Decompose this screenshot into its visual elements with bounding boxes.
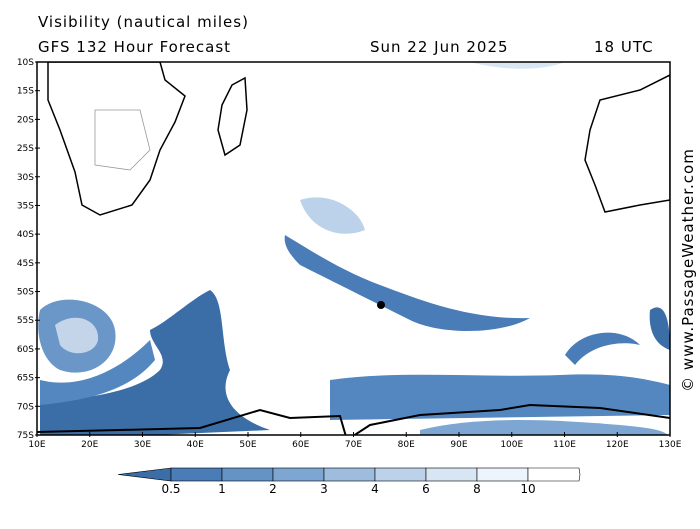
lat-label: 60S bbox=[17, 345, 34, 355]
island bbox=[377, 301, 385, 309]
madagascar bbox=[217, 76, 248, 157]
colorbar-label: 0.5 bbox=[161, 482, 180, 496]
fog-swirl bbox=[565, 332, 640, 365]
africa bbox=[47, 62, 186, 216]
lon-label: 60E bbox=[292, 440, 309, 450]
fog-area bbox=[649, 307, 670, 350]
colorbar-label: 2 bbox=[269, 482, 277, 496]
lat-label: 70S bbox=[17, 402, 34, 412]
colorbar-segment bbox=[221, 467, 274, 482]
colorbar: 0.5 1 2 3 4 6 8 10 bbox=[117, 467, 581, 496]
lat-label: 30S bbox=[17, 173, 34, 183]
borders bbox=[94, 109, 151, 171]
lon-label: 130E bbox=[659, 440, 682, 450]
lon-label: 10E bbox=[28, 440, 45, 450]
lat-label: 25S bbox=[17, 144, 34, 154]
model: GFS 132 Hour Forecast bbox=[38, 38, 231, 56]
lon-label: 20E bbox=[81, 440, 98, 450]
colorbar-label: 3 bbox=[320, 482, 328, 496]
lon-label: 90E bbox=[450, 440, 467, 450]
colorbar-label: 10 bbox=[520, 482, 535, 496]
colorbar-label: 1 bbox=[218, 482, 226, 496]
lon-label: 30E bbox=[134, 440, 151, 450]
fog-area bbox=[470, 62, 565, 69]
colorbar-segment bbox=[476, 467, 529, 482]
lat-label: 15S bbox=[17, 87, 34, 97]
lat-label: 35S bbox=[17, 201, 34, 211]
lat-label: 20S bbox=[17, 115, 34, 125]
colorbar-segment bbox=[272, 467, 325, 482]
watermark: © www.PassageWeather.com bbox=[679, 148, 697, 392]
colorbar-segment bbox=[170, 467, 223, 482]
lon-label: 80E bbox=[398, 440, 415, 450]
lon-label: 40E bbox=[187, 440, 204, 450]
fog-band bbox=[284, 235, 530, 332]
colorbar-label: 4 bbox=[371, 482, 379, 496]
lat-label: 55S bbox=[17, 316, 34, 326]
lon-label: 120E bbox=[606, 440, 629, 450]
lat-label: 45S bbox=[17, 259, 34, 269]
fog-area bbox=[40, 340, 155, 405]
map bbox=[36, 61, 671, 436]
lat-label: 50S bbox=[17, 288, 34, 298]
lon-label: 50E bbox=[239, 440, 256, 450]
colorbar-arrow bbox=[527, 467, 581, 482]
lat-label: 65S bbox=[17, 374, 34, 384]
lon-label: 110E bbox=[553, 440, 576, 450]
fog-band bbox=[300, 197, 365, 234]
lat-label: 10S bbox=[17, 58, 34, 68]
lon-label: 70E bbox=[345, 440, 362, 450]
colorbar-segment bbox=[323, 467, 376, 482]
lat-label: 75S bbox=[17, 431, 34, 441]
date: Sun 22 Jun 2025 bbox=[370, 38, 509, 56]
colorbar-segment bbox=[374, 467, 427, 482]
colorbar-segment bbox=[425, 467, 478, 482]
fog-band bbox=[330, 374, 670, 420]
fog-swirl bbox=[55, 317, 99, 354]
fog-band bbox=[420, 420, 668, 435]
australia bbox=[584, 74, 670, 213]
time: 18 UTC bbox=[594, 38, 654, 56]
fog-area bbox=[40, 290, 270, 435]
title: Visibility (nautical miles) bbox=[38, 13, 249, 31]
lat-label: 40S bbox=[17, 230, 34, 240]
colorbar-label: 6 bbox=[422, 482, 430, 496]
lon-label: 100E bbox=[500, 440, 523, 450]
colorbar-label: 8 bbox=[473, 482, 481, 496]
antarctica-coast bbox=[37, 403, 670, 435]
